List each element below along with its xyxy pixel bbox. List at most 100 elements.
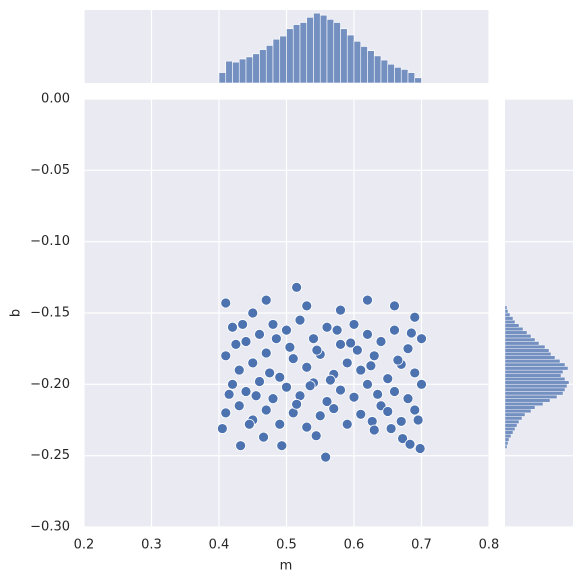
point <box>355 408 367 420</box>
point <box>294 314 306 326</box>
point <box>362 294 373 306</box>
point <box>362 328 373 340</box>
point <box>416 333 427 345</box>
point <box>240 336 252 347</box>
x-tick-label: 0.7 <box>411 538 432 553</box>
point <box>389 324 400 336</box>
point <box>233 364 245 376</box>
point <box>233 400 245 412</box>
histogram-bar <box>504 434 512 439</box>
histogram-bar <box>504 355 556 360</box>
y-tick-label: 0.00 <box>41 92 70 107</box>
point <box>260 294 272 306</box>
point <box>385 423 397 434</box>
point <box>404 438 416 450</box>
point <box>355 364 367 376</box>
histogram-bar <box>245 56 254 84</box>
point <box>389 300 400 312</box>
point <box>328 403 340 414</box>
histogram-bar <box>504 344 546 349</box>
marks <box>216 12 570 463</box>
point <box>227 378 238 390</box>
histogram-bar <box>252 53 260 84</box>
histogram-bar <box>504 330 528 335</box>
point <box>223 388 235 400</box>
point <box>270 333 282 345</box>
point <box>375 336 387 347</box>
point <box>230 338 242 350</box>
histogram-bar <box>504 391 564 396</box>
histogram-bar <box>504 387 566 392</box>
point <box>304 380 316 392</box>
histogram-bar <box>504 444 508 449</box>
histogram-bar <box>504 309 509 314</box>
y-tick-label: −0.10 <box>30 234 70 249</box>
point <box>260 404 272 416</box>
point <box>335 304 346 316</box>
histogram-bar <box>504 412 526 417</box>
point <box>267 319 279 330</box>
point <box>310 430 322 442</box>
histogram-bar <box>504 430 514 435</box>
histogram-bar <box>504 348 550 353</box>
point <box>301 421 313 433</box>
point <box>409 311 421 323</box>
histogram-bar <box>326 19 335 84</box>
point <box>287 353 299 365</box>
x-tick-label: 0.4 <box>209 538 230 553</box>
point <box>405 327 417 339</box>
histogram-bar <box>504 441 509 446</box>
histogram-bar <box>504 334 532 339</box>
histogram-bar <box>292 24 301 84</box>
point <box>331 324 343 336</box>
point <box>240 386 252 397</box>
grid <box>83 10 573 528</box>
histogram-bar <box>504 416 523 421</box>
point <box>247 357 259 369</box>
point <box>258 431 269 443</box>
point <box>274 418 286 430</box>
histogram-bar <box>400 69 409 84</box>
point <box>308 333 319 345</box>
point <box>281 324 292 336</box>
point <box>320 451 332 463</box>
point <box>368 350 380 362</box>
histogram-bar <box>504 377 566 381</box>
point <box>402 343 414 355</box>
point <box>220 407 232 419</box>
point <box>335 338 346 350</box>
histogram-bar <box>504 327 524 332</box>
histogram-bar <box>504 305 508 310</box>
point <box>284 341 296 353</box>
point <box>291 281 303 293</box>
histogram-bar <box>238 58 247 84</box>
histogram-bar <box>380 59 389 84</box>
histogram-bar <box>407 72 416 84</box>
point <box>220 297 232 309</box>
histogram-bar <box>504 401 544 406</box>
point <box>247 307 259 319</box>
point <box>392 354 404 366</box>
histogram-bar <box>367 50 375 84</box>
histogram-bar <box>299 22 308 84</box>
y-tick-label: −0.15 <box>30 306 70 321</box>
y-axis-label: b <box>9 309 24 317</box>
point <box>341 418 353 430</box>
point <box>237 319 249 330</box>
point <box>362 378 373 390</box>
histogram-bar <box>504 312 511 317</box>
point <box>335 384 346 396</box>
point <box>409 404 421 416</box>
histogram-bar <box>504 409 532 414</box>
point <box>348 319 360 330</box>
point <box>368 424 380 436</box>
point <box>250 390 262 402</box>
point <box>345 337 357 349</box>
point <box>351 344 363 356</box>
point <box>301 300 313 312</box>
point <box>372 388 384 400</box>
histogram-bar <box>306 16 314 84</box>
histogram-bar <box>504 359 561 364</box>
point <box>416 378 427 390</box>
